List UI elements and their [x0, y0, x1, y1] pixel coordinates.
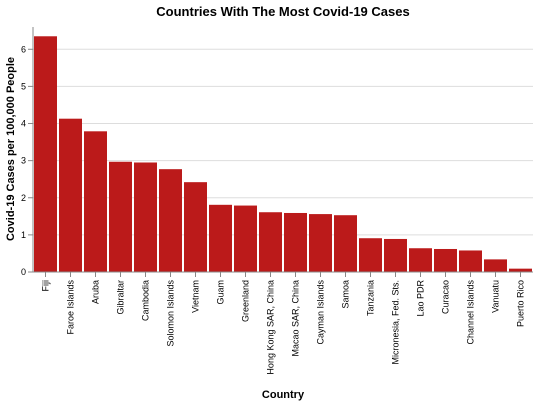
- x-tick-label: Curacao: [441, 280, 451, 314]
- x-tick-label: Guam: [216, 280, 226, 305]
- bar: [134, 162, 157, 272]
- bar: [284, 212, 307, 272]
- bar: [359, 238, 382, 272]
- y-tick-label: 6: [21, 44, 26, 54]
- chart-title: Countries With The Most Covid-19 Cases: [156, 4, 409, 19]
- axes: 0 1 2 3 4 5 6 Fiji Faroe Islands Aruba Gibraltar Ca…: [21, 27, 533, 375]
- x-axis-title: Country: [262, 389, 305, 401]
- bar: [484, 259, 507, 272]
- x-tick-label: Tanzania: [366, 280, 376, 316]
- bar: [409, 248, 432, 272]
- y-tick-label: 4: [21, 119, 26, 129]
- x-tick-label: Solomon Islands: [166, 280, 176, 347]
- bar: [234, 205, 257, 272]
- bar: [84, 131, 107, 272]
- x-tick-label: Gibraltar: [116, 280, 126, 315]
- bar: [459, 250, 482, 272]
- bar: [59, 118, 82, 272]
- x-tick-label: Greenland: [241, 280, 251, 322]
- y-tick-label: 5: [21, 81, 26, 91]
- x-tick-label: Aruba: [91, 280, 101, 304]
- x-tick-label: Macao SAR, China: [291, 280, 301, 357]
- x-tick-label: Vanuatu: [491, 280, 501, 313]
- y-axis-title: Covid-19 Cases per 100,000 People: [5, 57, 17, 241]
- bars: [34, 36, 532, 272]
- bar: [184, 182, 207, 272]
- bar: [109, 161, 132, 272]
- x-tick-label: Lao PDR: [416, 280, 426, 317]
- x-tick-label: Samoa: [341, 280, 351, 309]
- x-tick-label: Micronesia, Fed. Sts.: [391, 280, 401, 365]
- bar: [384, 238, 407, 272]
- y-tick-label: 1: [21, 230, 26, 240]
- bar: [309, 214, 332, 272]
- bar: [434, 248, 457, 272]
- x-tick-label: Fiji: [41, 280, 51, 292]
- x-tick-label: Puerto Rico: [516, 280, 526, 327]
- bar: [509, 268, 532, 272]
- y-tick-label: 0: [21, 267, 26, 277]
- x-tick-label: Vietnam: [191, 280, 201, 313]
- bar: [334, 215, 357, 272]
- grid: [33, 48, 533, 273]
- x-tick-label: Channel Islands: [466, 280, 476, 345]
- x-tick-label: Cayman Islands: [316, 280, 326, 345]
- bar: [159, 169, 182, 272]
- x-tick-label: Hong Kong SAR, China: [266, 280, 276, 375]
- bar: [209, 204, 232, 272]
- x-tick-label: Faroe Islands: [66, 280, 76, 335]
- bar: [259, 212, 282, 272]
- y-tick-label: 2: [21, 193, 26, 203]
- x-tick-label: Cambodia: [141, 280, 151, 321]
- y-tick-label: 3: [21, 156, 26, 166]
- bar: [34, 36, 57, 272]
